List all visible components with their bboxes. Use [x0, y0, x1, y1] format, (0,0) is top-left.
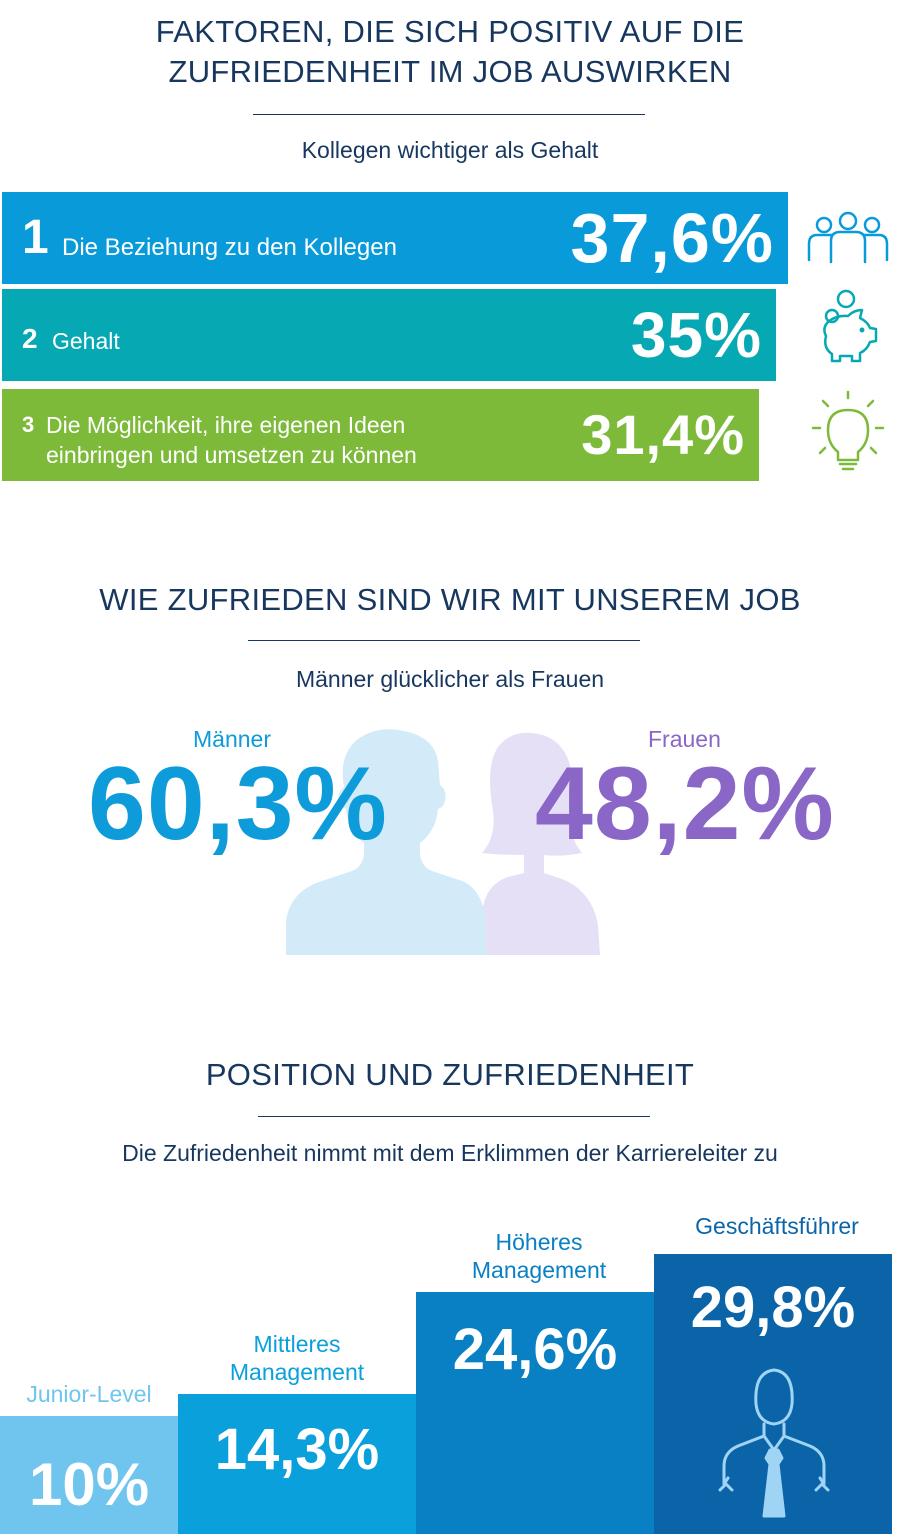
position-value-geschaeftsfuehrer: 29,8% [690, 1275, 856, 1340]
position-label-hoeheres-line1: Höheres [495, 1229, 583, 1255]
section1-title-line1: FAKTOREN, DIE SICH POSITIV AUF DIE [155, 14, 745, 49]
women-label: Frauen [648, 726, 721, 752]
position-label-mittleres-line1: Mittleres [253, 1331, 341, 1357]
position-value-junior: 10% [28, 1451, 150, 1518]
position-label-hoeheres-line2: Management [471, 1257, 607, 1283]
factor-label-2: Gehalt [52, 328, 120, 354]
position-bar-geschaeftsfuehrer: 29,8% [654, 1254, 892, 1534]
section1-subtitle: Kollegen wichtiger als Gehalt [301, 137, 599, 163]
section3-subtitle: Die Zufriedenheit nimmt mit dem Erklimme… [122, 1140, 778, 1166]
position-bar-hoeheres: 24,6% [416, 1292, 654, 1534]
position-chart: 10% 14,3% 24,6% 29,8% [0, 1180, 900, 1534]
man-silhouette [286, 729, 486, 955]
section1-title-line2: ZUFRIEDENHEIT IM JOB AUSWIRKEN [168, 54, 732, 89]
position-label-geschaeftsfuehrer: Geschäftsführer [695, 1213, 859, 1239]
section3-title: POSITION UND ZUFRIEDENHEIT [205, 1057, 695, 1092]
lightbulb-icon [808, 390, 888, 474]
men-value: 60,3% [88, 746, 388, 862]
position-value-hoeheres: 24,6% [452, 1317, 618, 1382]
factor-rank-1: 1 [22, 211, 49, 264]
factor-value-2: 35% [630, 299, 762, 371]
factor-label-3-line2: einbringen und umsetzen zu können [46, 442, 417, 468]
people-icon [803, 210, 893, 270]
factor-value-3: 31,4% [581, 403, 745, 466]
executive-icon [718, 1366, 830, 1522]
factor-value-1: 37,6% [570, 199, 774, 277]
piggy-bank-icon [814, 288, 884, 368]
section2-subtitle: Männer glücklicher als Frauen [295, 666, 605, 692]
factor-label-3-line1: Die Möglichkeit, ihre eigenen Ideen [46, 412, 406, 438]
position-value-mittleres: 14,3% [214, 1417, 380, 1482]
factor-rank-3: 3 [22, 412, 35, 437]
gender-silhouettes [286, 725, 622, 955]
section1-divider [253, 114, 645, 115]
position-bar-junior: 10% [0, 1416, 178, 1534]
position-label-hoeheres: Höheres Management [416, 1228, 662, 1284]
position-label-junior-text: Junior-Level [26, 1381, 152, 1407]
section1-title: FAKTOREN, DIE SICH POSITIV AUF DIE ZUFRI… [0, 12, 900, 92]
women-value: 48,2% [535, 746, 835, 862]
position-label-mittleres: Mittleres Management [178, 1330, 416, 1386]
section2-title: WIE ZUFRIEDEN SIND WIR MIT UNSEREM JOB [99, 582, 801, 617]
woman-silhouette [482, 732, 600, 955]
position-bar-mittleres: 14,3% [178, 1394, 416, 1534]
section2-divider [248, 640, 640, 641]
factor-label-1: Die Beziehung zu den Kollegen [62, 234, 397, 261]
men-label: Männer [193, 726, 271, 752]
section3-divider [258, 1116, 650, 1117]
factor-bar-2: 2 Gehalt 35% [2, 289, 776, 381]
factor-bar-3: 3 Die Möglichkeit, ihre eigenen Ideen ei… [2, 389, 759, 481]
position-label-mittleres-line2: Management [229, 1359, 365, 1385]
factor-bar-1: 1 Die Beziehung zu den Kollegen 37,6% [2, 192, 788, 284]
factor-rank-2: 2 [22, 323, 38, 354]
